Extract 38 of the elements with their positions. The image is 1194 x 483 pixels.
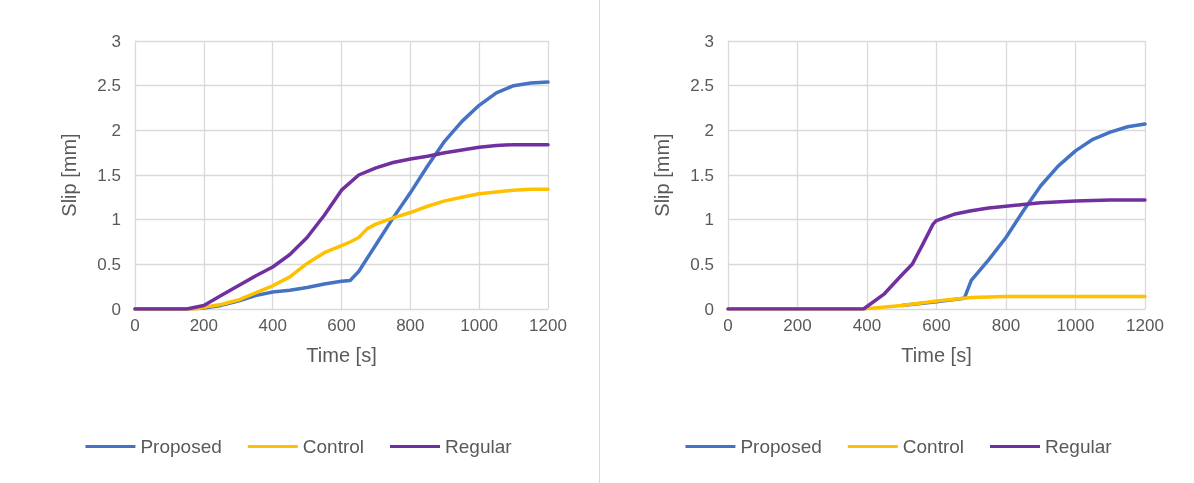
- y-tick-label: 0.5: [690, 254, 714, 274]
- y-tick-label: 2.5: [690, 76, 714, 96]
- x-axis-title: Time [s]: [901, 344, 972, 366]
- y-axis-title: Slip [mm]: [651, 133, 673, 217]
- y-tick-label: 2: [111, 120, 121, 140]
- legend-label: Proposed: [740, 436, 822, 457]
- y-tick-label: 3: [111, 31, 121, 51]
- x-tick-label: 800: [991, 316, 1021, 335]
- x-tick-label: 1200: [529, 316, 567, 335]
- legend-label: Control: [302, 436, 365, 457]
- y-tick-label: 3: [704, 31, 714, 51]
- legend-label: Proposed: [140, 436, 222, 457]
- y-axis-title: Slip [mm]: [58, 133, 80, 217]
- x-tick-label: 400: [852, 316, 882, 335]
- x-tick-label: 1000: [1056, 316, 1095, 335]
- legend-label: Control: [902, 436, 965, 457]
- y-tick-label: 0: [704, 299, 714, 319]
- x-tick-label: 600: [327, 316, 356, 335]
- y-tick-label: 2.5: [97, 76, 121, 96]
- legend-label: Regular: [445, 436, 513, 457]
- x-tick-label: 600: [922, 316, 951, 335]
- y-tick-label: 2: [704, 120, 714, 140]
- y-tick-label: 0: [111, 299, 121, 319]
- x-tick-label: 0: [723, 316, 733, 335]
- x-tick-label: 1200: [1126, 316, 1164, 335]
- y-tick-label: 1.5: [97, 165, 121, 185]
- y-tick-label: 1.5: [690, 165, 714, 185]
- legend-label: Regular: [1045, 436, 1113, 457]
- y-tick-label: 1: [111, 210, 121, 230]
- x-tick-label: 0: [130, 316, 140, 335]
- x-tick-label: 800: [396, 316, 425, 335]
- y-tick-label: 0.5: [97, 254, 121, 274]
- x-tick-label: 200: [783, 316, 812, 335]
- x-tick-label: 1000: [460, 316, 499, 335]
- y-tick-label: 1: [704, 210, 714, 230]
- x-tick-label: 400: [258, 316, 287, 335]
- x-tick-label: 200: [189, 316, 219, 335]
- x-axis-title: Time [s]: [306, 344, 377, 366]
